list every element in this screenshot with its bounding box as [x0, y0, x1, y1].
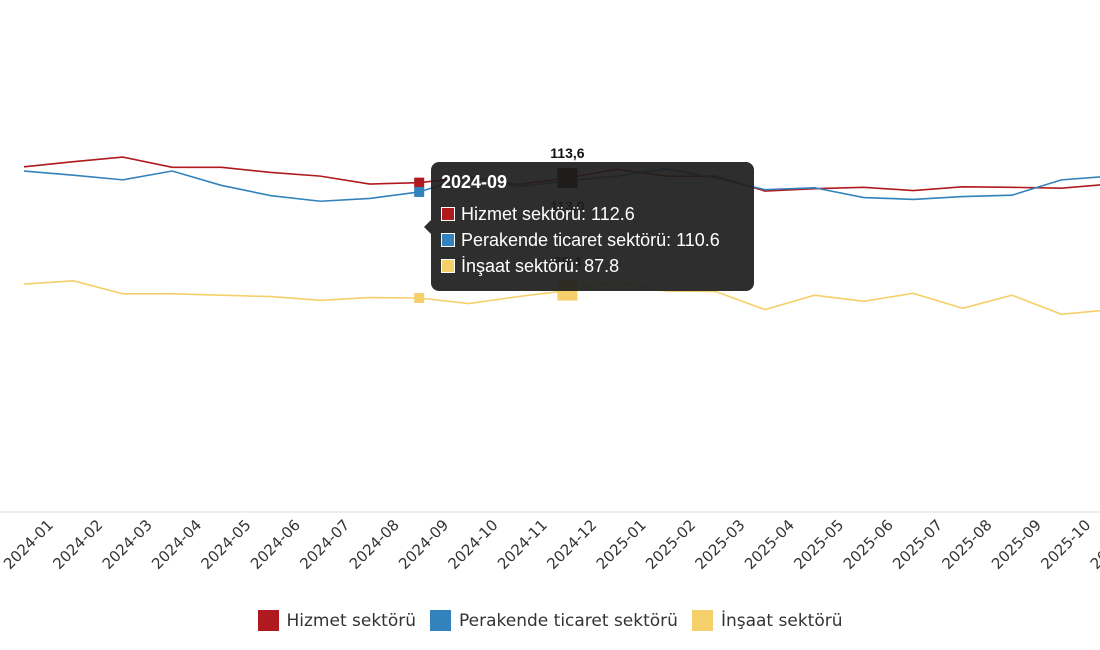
legend-swatch-insaat — [691, 610, 713, 631]
x-tick-label: 2024-07 — [296, 516, 353, 573]
x-tick-label: 2024-06 — [247, 516, 304, 573]
x-tick-label: 2024-05 — [198, 516, 255, 573]
legend-item-perakende[interactable]: Perakende ticaret sektörü — [430, 610, 678, 631]
x-tick-label: 2025-03 — [692, 516, 749, 573]
tooltip-swatch-insaat — [441, 259, 455, 273]
x-tick-label: 2025-10 — [1037, 516, 1094, 573]
hover-marker-2 — [414, 293, 425, 303]
tooltip-row-insaat: İnşaat sektörü: 87.8 — [441, 253, 744, 279]
tooltip-swatch-perakende — [441, 233, 455, 247]
tooltip-row-hizmet: Hizmet sektörü: 112.6 — [441, 201, 744, 227]
x-tick-label: 2024-09 — [395, 516, 452, 573]
x-tick-label: 2024-08 — [346, 516, 403, 573]
legend-label-perakende: Perakende ticaret sektörü — [459, 610, 678, 631]
x-tick-label: 2024-12 — [543, 516, 600, 573]
tooltip-title: 2024-09 — [441, 172, 508, 192]
chart-tooltip: 2024-09 Hizmet sektörü: 112.6 Perakende … — [424, 162, 754, 291]
x-tick-label: 2025-01 — [593, 516, 650, 573]
x-tick-label: 2024-01 — [0, 516, 57, 573]
x-tick-label: 2025-04 — [741, 516, 798, 573]
x-tick-label: 2025-06 — [840, 516, 897, 573]
x-tick-label: 2024-02 — [49, 516, 106, 573]
tooltip-swatch-hizmet — [441, 207, 455, 221]
legend-item-hizmet[interactable]: Hizmet sektörü — [257, 610, 417, 631]
x-tick-label: 2024-10 — [445, 516, 502, 573]
x-tick-label: 2025-05 — [790, 516, 847, 573]
line-chart: 113,6113,089,41182024-012024-022024-0320… — [0, 145, 1100, 573]
hover-marker-0 — [414, 177, 425, 188]
tooltip-text-perakende: Perakende ticaret sektörü: 110.6 — [461, 230, 720, 250]
legend-label-insaat: İnşaat sektörü — [720, 610, 843, 631]
x-tick-label: 2024-03 — [99, 516, 156, 573]
tooltip-text-hizmet: Hizmet sektörü: 112.6 — [461, 204, 635, 224]
data-label: 113,6 — [550, 145, 584, 161]
hover-marker-1 — [414, 186, 425, 197]
tooltip-text-insaat: İnşaat sektörü: 87.8 — [461, 256, 620, 276]
x-tick-label: 2025-07 — [889, 516, 946, 573]
legend-item-insaat[interactable]: İnşaat sektörü — [691, 610, 843, 631]
x-tick-label: 2024-04 — [148, 516, 205, 573]
chart-legend: Hizmet sektörü Perakende ticaret sektörü… — [0, 610, 1100, 631]
x-tick-label: 2024-11 — [494, 516, 551, 573]
legend-swatch-hizmet — [257, 610, 279, 631]
legend-label-hizmet: Hizmet sektörü — [286, 610, 417, 631]
x-tick-label: 2025-09 — [988, 516, 1045, 573]
x-tick-label: 2025-08 — [939, 516, 996, 573]
tooltip-row-perakende: Perakende ticaret sektörü: 110.6 — [441, 227, 744, 253]
x-tick-label: 2025-02 — [642, 516, 699, 573]
legend-swatch-perakende — [430, 610, 452, 631]
